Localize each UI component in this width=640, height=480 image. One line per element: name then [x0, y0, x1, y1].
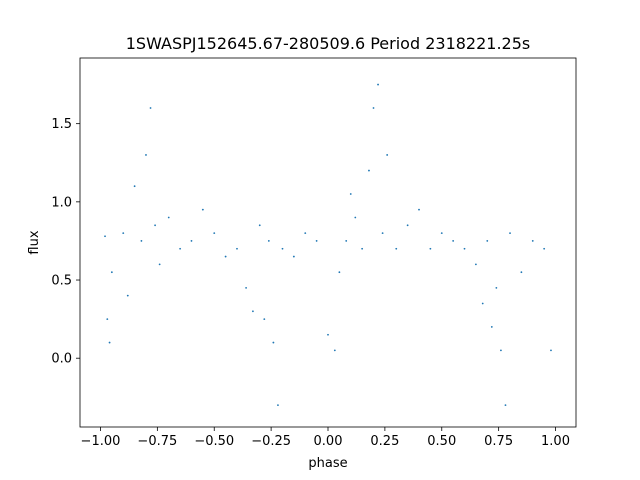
data-point: [236, 247, 238, 250]
data-point: [377, 83, 379, 86]
y-axis-label: flux: [27, 230, 42, 254]
data-point: [504, 404, 507, 407]
y-tick-label: 0.5: [51, 274, 72, 289]
y-tick-label: 0.0: [51, 352, 72, 367]
chart-title: 1SWASPJ152645.67-280509.6 Period 2318221…: [126, 34, 531, 53]
data-point: [304, 232, 307, 235]
data-point: [543, 247, 546, 250]
data-point: [277, 404, 279, 407]
data-point: [292, 255, 295, 258]
x-axis: −1.00 −0.75 −0.50 −0.25 0.00 0.25 0.50 0.75 1.00: [81, 427, 570, 449]
data-point: [145, 154, 147, 156]
data-point: [263, 318, 266, 321]
data-point: [213, 232, 216, 235]
x-tick-label: 0.25: [370, 434, 399, 449]
x-tick-label: 0.50: [427, 434, 456, 449]
data-point: [381, 232, 384, 235]
data-point: [345, 240, 348, 242]
data-point: [158, 263, 161, 266]
data-point: [224, 255, 227, 258]
x-tick-label: 0.75: [484, 434, 513, 449]
data-point: [368, 169, 370, 172]
data-point: [338, 271, 341, 274]
data-point: [486, 240, 489, 242]
data-point: [509, 232, 511, 235]
data-point: [395, 247, 398, 250]
data-point: [245, 286, 247, 289]
data-point: [104, 235, 106, 238]
x-tick-label: −0.25: [251, 434, 291, 449]
data-point: [190, 240, 193, 242]
x-tick-label: −0.50: [194, 434, 234, 449]
scatter-points: [104, 83, 552, 407]
y-tick-label: 1.5: [51, 117, 72, 132]
data-point: [201, 208, 204, 211]
data-point: [354, 216, 357, 219]
x-axis-label: phase: [308, 456, 347, 471]
data-point: [258, 224, 261, 227]
data-point: [126, 294, 129, 297]
x-tick-label: 0.00: [314, 434, 343, 449]
y-tick-label: 1.0: [51, 195, 72, 210]
data-point: [500, 349, 502, 352]
data-point: [349, 193, 352, 195]
data-point: [149, 107, 152, 109]
data-point: [406, 224, 409, 227]
y-axis: 0.0 0.5 1.0 1.5: [51, 117, 80, 367]
data-point: [452, 240, 455, 242]
data-point: [122, 232, 125, 235]
data-point: [133, 185, 136, 188]
data-point: [108, 341, 111, 344]
data-point: [154, 224, 156, 227]
data-point: [463, 247, 466, 250]
data-point: [106, 318, 109, 321]
data-point: [386, 154, 389, 156]
data-point: [429, 247, 432, 250]
data-point: [531, 240, 534, 242]
data-point: [333, 349, 336, 352]
data-point: [440, 232, 443, 235]
x-tick-label: −1.00: [81, 434, 121, 449]
x-tick-label: −0.75: [137, 434, 177, 449]
data-point: [474, 263, 477, 266]
data-point: [315, 240, 318, 242]
data-point: [281, 247, 284, 250]
data-point: [550, 349, 552, 352]
data-point: [418, 208, 420, 211]
data-point: [372, 107, 375, 109]
data-point: [140, 240, 143, 242]
data-point: [520, 271, 523, 274]
data-point: [481, 302, 484, 305]
data-point: [110, 271, 113, 274]
data-point: [179, 247, 182, 250]
data-point: [327, 333, 329, 336]
data-point: [495, 286, 498, 289]
data-point: [272, 341, 275, 344]
data-point: [361, 247, 364, 250]
data-point: [267, 240, 270, 242]
data-point: [167, 216, 170, 219]
data-point: [252, 310, 254, 313]
data-point: [490, 326, 493, 328]
x-tick-label: 1.00: [541, 434, 570, 449]
